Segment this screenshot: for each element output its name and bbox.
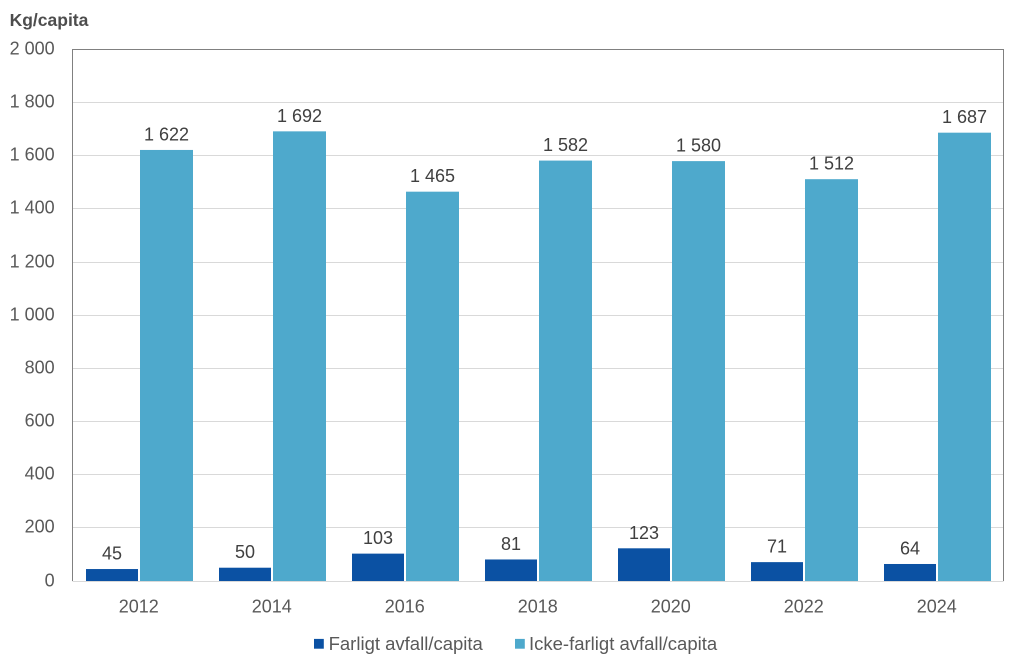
svg-text:2024: 2024 [917,597,957,617]
svg-text:2014: 2014 [252,597,292,617]
svg-text:71: 71 [767,537,787,557]
svg-text:200: 200 [25,517,55,537]
svg-text:2018: 2018 [518,597,558,617]
svg-text:103: 103 [363,528,393,548]
svg-text:123: 123 [629,523,659,543]
svg-text:2012: 2012 [119,597,159,617]
svg-text:1 400: 1 400 [10,198,55,218]
svg-text:1 600: 1 600 [10,145,55,165]
svg-text:0: 0 [45,571,55,591]
svg-text:64: 64 [900,539,920,559]
svg-text:Farligt avfall/capita: Farligt avfall/capita [329,633,484,654]
svg-text:2016: 2016 [385,597,425,617]
svg-text:1 622: 1 622 [144,125,189,145]
svg-text:45: 45 [102,544,122,564]
svg-text:1 200: 1 200 [10,252,55,272]
svg-text:Icke-farligt avfall/capita: Icke-farligt avfall/capita [529,633,718,654]
svg-text:2 000: 2 000 [10,39,55,59]
svg-text:1 582: 1 582 [543,135,588,155]
svg-text:600: 600 [25,411,55,431]
svg-text:1 692: 1 692 [277,106,322,126]
svg-text:1 465: 1 465 [410,166,455,186]
svg-text:50: 50 [235,542,255,562]
svg-text:Kg/capita: Kg/capita [10,10,89,30]
svg-text:400: 400 [25,464,55,484]
svg-text:800: 800 [25,358,55,378]
svg-text:81: 81 [501,534,521,554]
svg-text:1 580: 1 580 [676,136,721,156]
svg-text:1 800: 1 800 [10,92,55,112]
svg-text:1 000: 1 000 [10,305,55,325]
svg-text:2020: 2020 [651,597,691,617]
svg-text:1 687: 1 687 [942,107,987,127]
svg-text:2022: 2022 [784,597,824,617]
svg-text:1 512: 1 512 [809,154,854,174]
